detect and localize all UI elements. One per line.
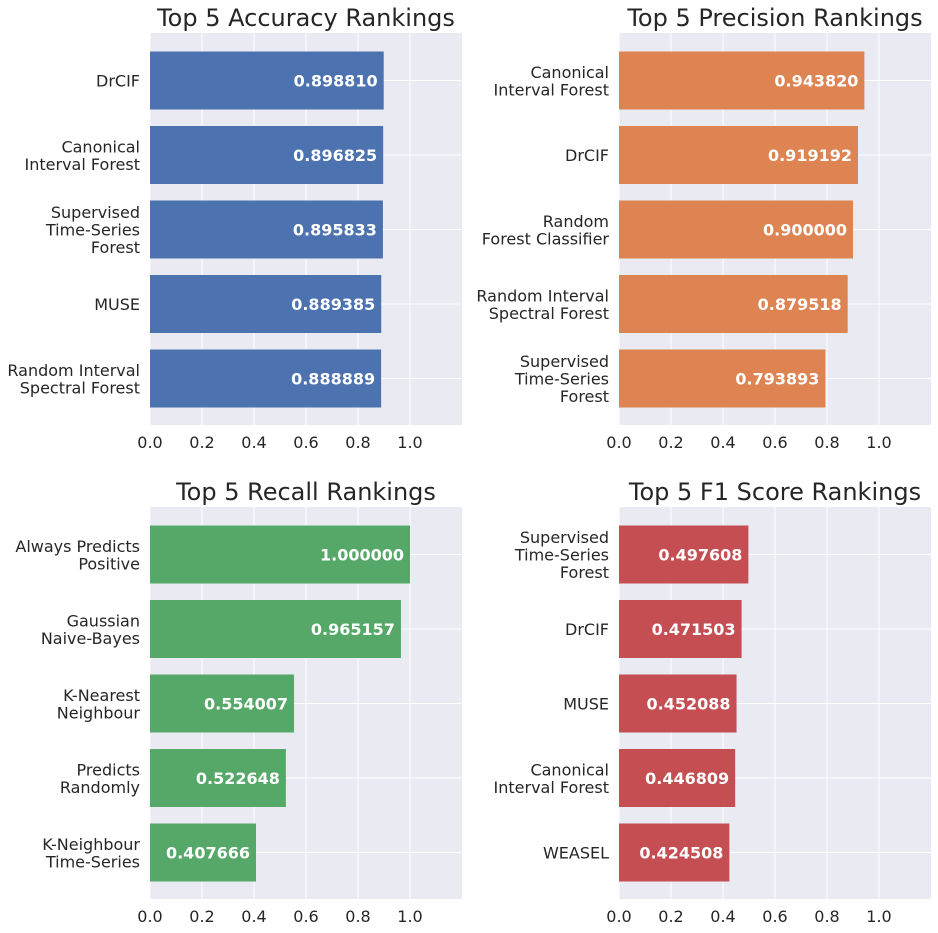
chart-title: Top 5 Precision Rankings: [626, 4, 922, 32]
category-label: Predicts Randomly: [60, 760, 140, 797]
bar-value-label: 0.793893: [735, 370, 819, 389]
x-tick-label: 0.0: [137, 433, 162, 452]
x-tick-label: 0.2: [189, 907, 214, 926]
x-tick-label: 0.6: [762, 433, 787, 452]
x-tick-label: 1.0: [866, 433, 891, 452]
bar-value-label: 0.900000: [763, 221, 847, 240]
x-tick-label: 0.4: [710, 433, 735, 452]
f1-score-chart-panel: Top 5 F1 Score Rankings 0.0 0.2 0.4 0.6 0.8 1.…: [469, 474, 938, 933]
bar: [619, 823, 730, 882]
bar: [619, 51, 865, 110]
category-label: MUSE: [94, 295, 140, 314]
bar-value-label: 0.888889: [291, 370, 375, 389]
category-label: Random Interval Spectral Forest: [7, 361, 140, 398]
bar: [150, 525, 410, 584]
bar-value-label: 0.895833: [293, 221, 377, 240]
category-label: Random Forest Classifier: [482, 212, 610, 249]
f1-score-chart: Top 5 F1 Score Rankings 0.0 0.2 0.4 0.6 0.8 1.…: [494, 478, 931, 926]
category-label: Random Interval Spectral Forest: [476, 286, 609, 323]
category-label: Canonical Interval Forest: [25, 137, 140, 174]
bar: [619, 126, 858, 184]
x-tick-label: 0.0: [606, 433, 631, 452]
category-label: Supervised Time-Series Forest: [514, 352, 609, 406]
category-label: Canonical Interval Forest: [494, 63, 609, 100]
bar-value-label: 0.407666: [166, 844, 250, 863]
x-tick-label: 0.2: [658, 907, 683, 926]
category-label: Canonical Interval Forest: [494, 760, 609, 797]
category-label: Supervised Time-Series Forest: [514, 528, 609, 582]
x-tick-label: 0.2: [658, 433, 683, 452]
x-tick-label: 0.4: [241, 433, 266, 452]
chart-title: Top 5 Accuracy Rankings: [156, 4, 455, 32]
chart-title: Top 5 F1 Score Rankings: [628, 478, 921, 506]
bar: [619, 749, 736, 807]
bar-value-label: 0.919192: [768, 146, 852, 165]
category-label: MUSE: [563, 695, 609, 714]
bar-value-label: 0.879518: [758, 295, 842, 314]
bar: [150, 126, 384, 184]
bar-value-label: 0.471503: [652, 620, 736, 639]
category-label: DrCIF: [96, 72, 140, 91]
x-tick-label: 0.6: [762, 907, 787, 926]
x-tick-label: 0.4: [241, 907, 266, 926]
bar-value-label: 0.965157: [311, 620, 395, 639]
bar-value-label: 0.943820: [774, 72, 858, 91]
category-label: K-Nearest Neighbour: [57, 686, 141, 723]
x-tick-label: 0.2: [189, 433, 214, 452]
x-tick-label: 1.0: [866, 907, 891, 926]
category-label: DrCIF: [565, 146, 609, 165]
accuracy-chart-panel: Top 5 Accuracy Rankings 0.0 0.2 0.4 0.6 0.8 1.…: [0, 0, 469, 459]
bar: [619, 525, 749, 584]
recall-chart: Top 5 Recall Rankings 0.0 0.2 0.4 0.6 0.8 1.0 1…: [15, 478, 462, 926]
bar-value-label: 0.446809: [645, 769, 729, 788]
bar: [619, 349, 826, 408]
x-tick-label: 1.0: [397, 433, 422, 452]
bar: [619, 200, 853, 259]
precision-chart: Top 5 Precision Rankings 0.0 0.2 0.4 0.6 0.8 1…: [476, 4, 931, 452]
bar-value-label: 0.896825: [293, 146, 377, 165]
chart-title: Top 5 Recall Rankings: [175, 478, 436, 506]
bar-value-label: 0.497608: [658, 546, 742, 565]
bar-value-label: 0.522648: [196, 769, 280, 788]
x-tick-label: 1.0: [397, 907, 422, 926]
recall-chart-panel: Top 5 Recall Rankings 0.0 0.2 0.4 0.6 0.8 1.0 1…: [0, 474, 469, 933]
bar: [150, 200, 383, 259]
category-label: Always Predicts Positive: [15, 537, 140, 574]
bar-value-label: 0.424508: [639, 844, 723, 863]
bar: [150, 674, 295, 733]
x-tick-label: 0.8: [345, 907, 370, 926]
bar: [619, 275, 848, 333]
bar: [150, 275, 382, 333]
bar-value-label: 0.898810: [294, 72, 378, 91]
x-tick-label: 0.6: [293, 907, 318, 926]
bar: [619, 674, 737, 733]
bar-value-label: 0.452088: [647, 695, 731, 714]
x-tick-label: 0.8: [814, 907, 839, 926]
x-tick-label: 0.8: [814, 433, 839, 452]
bar: [150, 51, 384, 110]
category-label: DrCIF: [565, 620, 609, 639]
bar: [150, 749, 286, 807]
x-tick-label: 0.6: [293, 433, 318, 452]
bar-value-label: 0.889385: [291, 295, 375, 314]
bar-value-label: 1.000000: [320, 546, 404, 565]
category-label: Supervised Time-Series Forest: [45, 203, 140, 257]
x-tick-label: 0.4: [710, 907, 735, 926]
category-label: K-Neighbour Time-Series: [42, 835, 140, 872]
category-label: Gaussian Naive-Bayes: [41, 611, 140, 648]
precision-chart-panel: Top 5 Precision Rankings 0.0 0.2 0.4 0.6 0.8 1…: [469, 0, 938, 459]
bar: [150, 349, 382, 408]
x-tick-label: 0.0: [606, 907, 631, 926]
x-tick-label: 0.8: [345, 433, 370, 452]
bar: [150, 600, 401, 658]
bar: [150, 823, 256, 882]
bar: [619, 600, 742, 658]
accuracy-chart: Top 5 Accuracy Rankings 0.0 0.2 0.4 0.6 0.8 1.…: [7, 4, 462, 452]
x-tick-label: 0.0: [137, 907, 162, 926]
category-label: WEASEL: [543, 844, 609, 863]
bar-value-label: 0.554007: [204, 695, 288, 714]
